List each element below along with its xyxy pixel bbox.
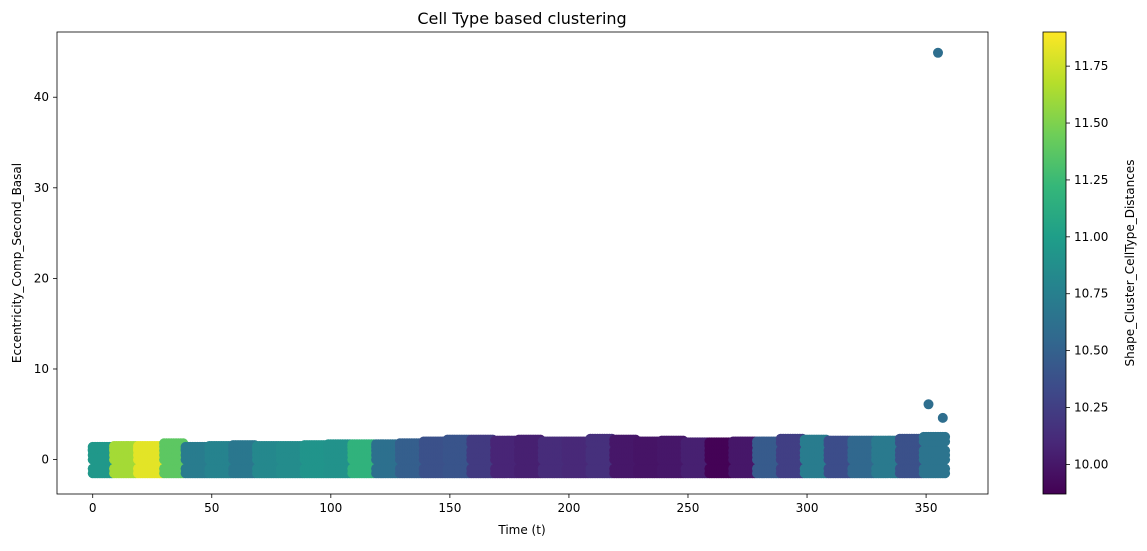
x-tick-label: 100 — [319, 501, 342, 515]
y-tick-label: 10 — [34, 362, 49, 376]
chart-title: Cell Type based clustering — [417, 9, 626, 28]
y-tick-label: 0 — [41, 453, 49, 467]
colorbar — [1042, 31, 1067, 495]
outlier-point — [923, 399, 934, 410]
y-tick-label: 30 — [34, 181, 49, 195]
x-tick-label: 350 — [915, 501, 938, 515]
x-tick-label: 300 — [796, 501, 819, 515]
y-tick-label: 40 — [34, 90, 49, 104]
colorbar-tick-label: 11.00 — [1074, 230, 1108, 244]
colorbar-label: Shape_Cluster_CellType_Distances — [1123, 160, 1137, 367]
outlier-point — [937, 412, 948, 423]
x-tick-label: 0 — [89, 501, 97, 515]
data-point — [940, 463, 951, 474]
colorbar-tick-label: 11.25 — [1074, 173, 1108, 187]
colorbar-tick-label: 10.25 — [1074, 401, 1108, 415]
y-tick-label: 20 — [34, 271, 49, 285]
data-points — [87, 47, 951, 479]
colorbar-tick-label: 10.75 — [1074, 287, 1108, 301]
x-tick-label: 50 — [204, 501, 219, 515]
y-axis-label: Eccentricity_Comp_Second_Basal — [10, 163, 24, 363]
data-point — [940, 445, 951, 456]
colorbar-tick-label: 10.00 — [1074, 457, 1108, 471]
outlier-point — [933, 47, 943, 58]
data-point — [940, 431, 951, 442]
x-tick-label: 200 — [557, 501, 580, 515]
y-axis-ticks: 0 10 20 30 40 — [34, 90, 57, 467]
x-axis-label: Time (t) — [497, 523, 545, 537]
plot-frame — [56, 31, 989, 495]
colorbar-tick-label: 11.50 — [1074, 116, 1108, 130]
colorbar-tick-label: 11.75 — [1074, 59, 1108, 73]
x-tick-label: 250 — [677, 501, 700, 515]
colorbar-ticks: 10.00 10.25 10.50 10.75 11.00 11.25 11.50 11.75 — [1066, 59, 1108, 471]
x-tick-label: 150 — [438, 501, 461, 515]
x-axis-ticks: 0 50 100 150 200 250 300 350 — [89, 494, 938, 515]
colorbar-tick-label: 10.50 — [1074, 344, 1108, 358]
